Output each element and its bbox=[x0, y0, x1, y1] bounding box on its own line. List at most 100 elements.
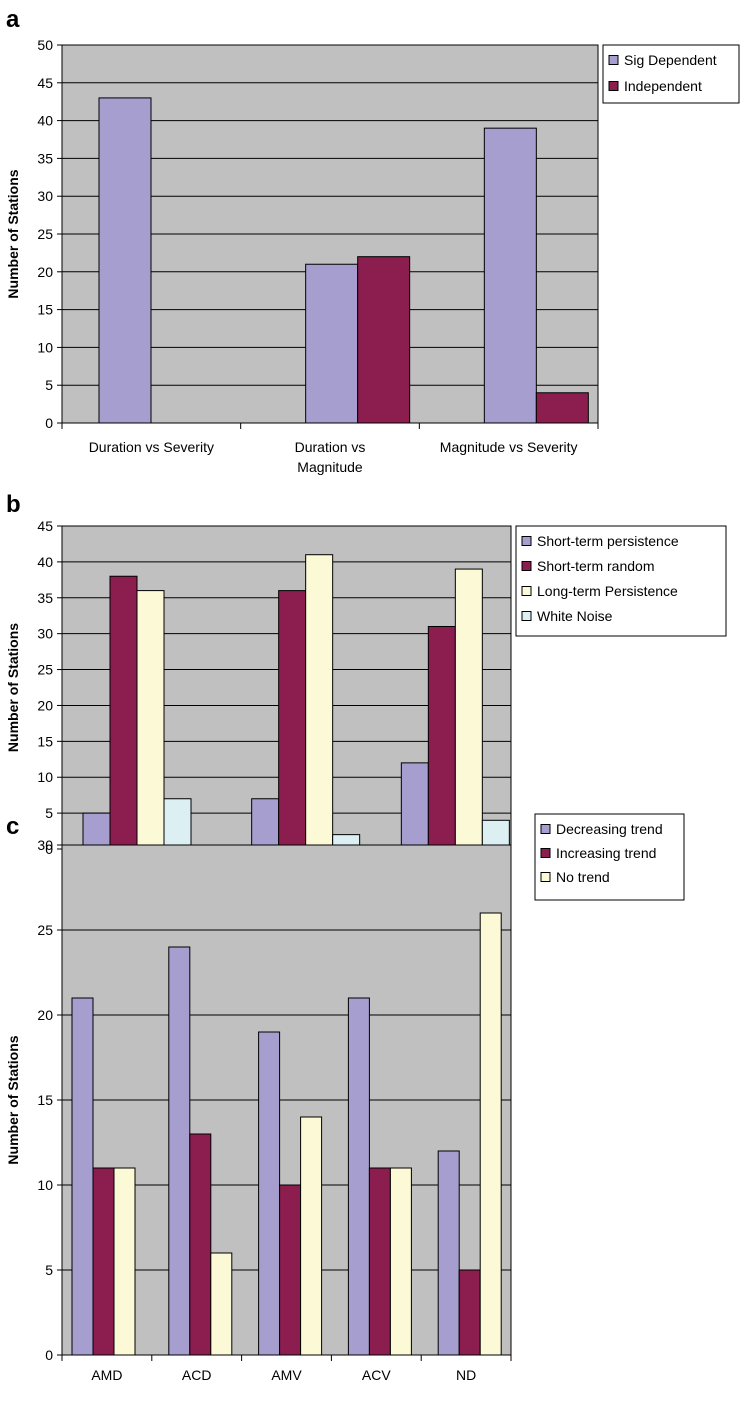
bar bbox=[82, 812, 111, 850]
y-axis-label: Number of Stations bbox=[5, 623, 21, 752]
bar bbox=[189, 1133, 212, 1356]
legend-label: Sig Dependent bbox=[624, 52, 717, 68]
legend-swatch bbox=[521, 561, 532, 571]
legend-swatch bbox=[540, 848, 551, 858]
bar bbox=[210, 1252, 233, 1356]
bar bbox=[481, 819, 510, 850]
bar bbox=[427, 625, 456, 850]
bar bbox=[479, 912, 502, 1356]
y-tick-label: 30 bbox=[37, 188, 53, 204]
y-tick-label: 30 bbox=[37, 626, 53, 642]
y-tick-label: 10 bbox=[37, 339, 53, 355]
y-tick-label: 20 bbox=[37, 264, 53, 280]
bar bbox=[279, 1184, 302, 1356]
bar bbox=[437, 1150, 460, 1356]
bar bbox=[357, 256, 411, 424]
y-tick-label: 0 bbox=[45, 1347, 53, 1363]
panel-letter: a bbox=[6, 6, 20, 33]
category-label: ND bbox=[456, 1367, 476, 1383]
category-label: AMV bbox=[271, 1367, 302, 1383]
category-label: Duration vs Severity bbox=[89, 439, 214, 455]
bar bbox=[278, 590, 307, 850]
legend-swatch bbox=[521, 586, 532, 596]
y-tick-label: 20 bbox=[37, 1007, 53, 1023]
y-tick-label: 5 bbox=[45, 805, 53, 821]
legend-label: No trend bbox=[556, 869, 610, 885]
bar bbox=[109, 575, 138, 850]
bar bbox=[251, 798, 280, 850]
y-tick-label: 30 bbox=[37, 837, 53, 853]
category-label: Magnitude bbox=[297, 459, 363, 475]
category-label: ACV bbox=[362, 1367, 391, 1383]
chart-panel-a: a 0 5 10 15 20 25 30 35 40 45 50 Number of Stations D… bbox=[5, 6, 740, 475]
y-tick-label: 15 bbox=[37, 733, 53, 749]
y-tick-label: 0 bbox=[45, 841, 53, 857]
bar bbox=[136, 590, 165, 850]
panel-letter: c bbox=[6, 813, 19, 840]
legend-swatch bbox=[608, 81, 619, 91]
y-tick-label: 25 bbox=[37, 226, 53, 242]
y-tick-label: 0 bbox=[45, 415, 53, 431]
legend: Decreasing trend Increasing trend No trend bbox=[534, 813, 685, 901]
y-tick-label: 15 bbox=[37, 1092, 53, 1108]
category-label: Duration vs bbox=[295, 439, 366, 455]
bar bbox=[258, 1031, 281, 1356]
bar bbox=[454, 568, 483, 850]
bar bbox=[305, 554, 334, 850]
legend: Sig Dependent Independent bbox=[602, 44, 740, 104]
legend-swatch bbox=[608, 55, 619, 65]
bar bbox=[389, 1167, 412, 1356]
legend-swatch bbox=[540, 824, 551, 834]
legend-label: Short-term persistence bbox=[537, 533, 679, 549]
panel-letter: b bbox=[6, 491, 21, 518]
legend-label: Short-term random bbox=[537, 558, 654, 574]
y-tick-label: 10 bbox=[37, 769, 53, 785]
y-tick-label: 25 bbox=[37, 922, 53, 938]
legend-swatch bbox=[521, 611, 532, 621]
legend-box bbox=[602, 44, 740, 104]
bar bbox=[400, 762, 429, 850]
legend-swatch bbox=[521, 536, 532, 546]
bar bbox=[113, 1167, 136, 1356]
legend: Short-term persistence Short-term random L… bbox=[515, 525, 727, 637]
bar bbox=[305, 263, 359, 424]
category-label: AMD bbox=[91, 1367, 122, 1383]
bar bbox=[368, 1167, 391, 1356]
legend-label: Long-term Persistence bbox=[537, 583, 678, 599]
legend-label: White Noise bbox=[537, 608, 613, 624]
legend-box bbox=[534, 813, 685, 901]
y-tick-label: 35 bbox=[37, 590, 53, 606]
y-tick-label: 15 bbox=[37, 302, 53, 318]
y-tick-label: 45 bbox=[37, 518, 53, 534]
chart-panel-c: c 0 5 10 15 20 25 30 Number of Stations AMD ACD AMV… bbox=[5, 813, 685, 1383]
bar bbox=[71, 997, 94, 1356]
bar bbox=[300, 1116, 323, 1356]
legend-label: Independent bbox=[624, 78, 702, 94]
bar bbox=[168, 946, 191, 1356]
y-tick-label: 5 bbox=[45, 377, 53, 393]
y-tick-label: 25 bbox=[37, 662, 53, 678]
legend-label: Increasing trend bbox=[556, 845, 656, 861]
bar bbox=[163, 798, 192, 850]
category-label: ACD bbox=[182, 1367, 212, 1383]
y-axis-label: Number of Stations bbox=[5, 1035, 21, 1164]
y-tick-label: 20 bbox=[37, 697, 53, 713]
y-tick-label: 45 bbox=[37, 75, 53, 91]
legend-label: Decreasing trend bbox=[556, 821, 663, 837]
y-tick-label: 35 bbox=[37, 150, 53, 166]
bar bbox=[98, 97, 152, 424]
y-tick-label: 40 bbox=[37, 554, 53, 570]
bar bbox=[347, 997, 370, 1356]
bar bbox=[483, 127, 537, 424]
legend-swatch bbox=[540, 872, 551, 882]
category-label: Magnitude vs Severity bbox=[440, 439, 578, 455]
legend-box bbox=[515, 525, 727, 637]
bar bbox=[458, 1269, 481, 1356]
bar bbox=[92, 1167, 115, 1356]
y-tick-label: 50 bbox=[37, 37, 53, 53]
y-axis-label: Number of Stations bbox=[5, 169, 21, 298]
y-tick-label: 5 bbox=[45, 1262, 53, 1278]
y-tick-label: 10 bbox=[37, 1177, 53, 1193]
